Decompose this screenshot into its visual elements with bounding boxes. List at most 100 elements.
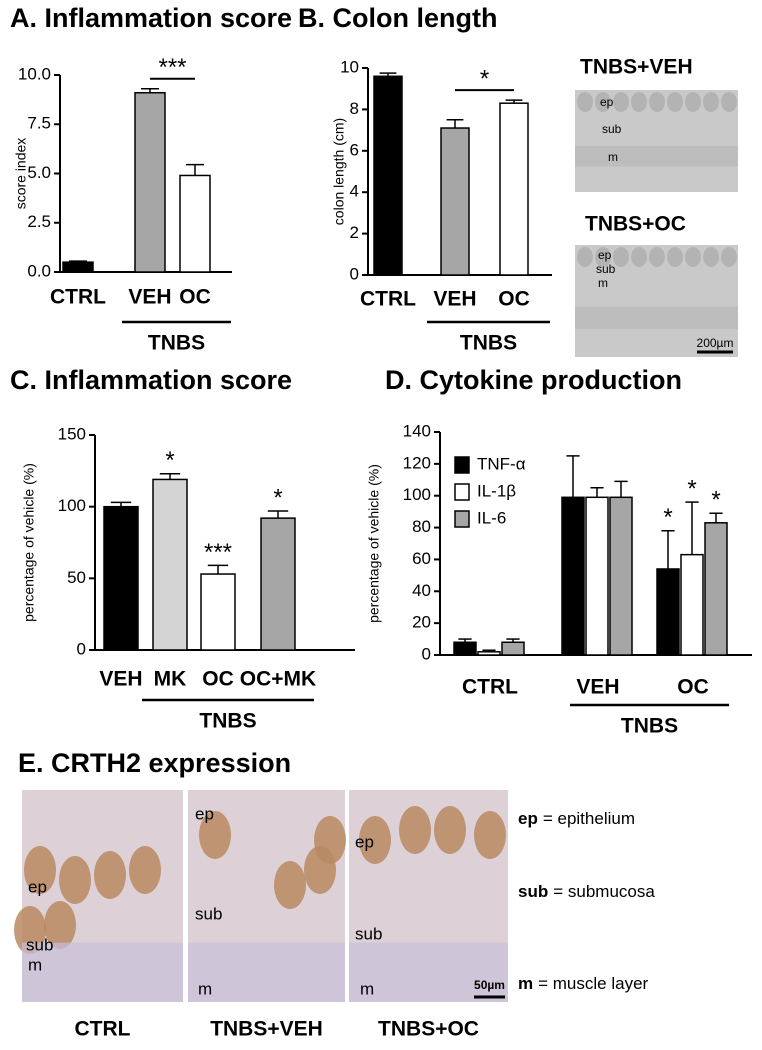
micrograph-label: TNBS+OC: [585, 213, 686, 236]
y-tick-label: 2.5: [27, 212, 51, 231]
tissue-label: m: [608, 150, 618, 164]
y-tick-label: 150: [58, 424, 86, 443]
tissue-label: m: [198, 979, 212, 998]
significance-mark: ***: [158, 54, 186, 81]
panel-title: D. Cytokine production: [385, 365, 682, 395]
tissue-label: m: [598, 276, 608, 290]
legend-abbr: sub: [518, 882, 548, 901]
error-bar: [69, 260, 87, 263]
x-tick-label: OC: [179, 286, 211, 309]
tissue-texture: [613, 247, 629, 267]
y-tick-label: 0: [422, 644, 431, 663]
group-label: TNBS: [621, 715, 678, 738]
tissue-label: sub: [195, 904, 222, 923]
x-tick-label: CTRL: [462, 676, 518, 699]
y-tick-label: 100: [58, 496, 86, 515]
tissue-texture: [577, 247, 593, 267]
legend-label: IL-6: [477, 508, 506, 527]
bar: [200, 573, 236, 651]
y-tick-label: 140: [403, 421, 431, 440]
y-tick-label: 5.0: [27, 163, 51, 182]
legend-text: = epithelium: [543, 809, 635, 828]
gland: [434, 806, 466, 854]
y-tick-label: 0.0: [27, 261, 51, 280]
y-tick-label: 100: [403, 485, 431, 504]
error-bar: [446, 119, 464, 129]
legend-abbr: m: [518, 974, 533, 993]
tissue-texture: [685, 92, 701, 112]
y-axis-label: score index: [13, 138, 29, 210]
bar: [260, 517, 296, 651]
x-tick-label: VEH: [576, 676, 619, 699]
error-bar: [685, 501, 699, 555]
tissue-band: [575, 146, 738, 167]
error-bar: [566, 455, 580, 498]
x-tick-label: CTRL: [50, 286, 106, 309]
tissue-label: ep: [600, 95, 614, 109]
panel-title: B. Colon length: [298, 3, 497, 33]
bar: [152, 478, 188, 651]
tissue-band: [349, 942, 508, 1002]
bar: [499, 102, 529, 276]
significance-mark: *: [687, 475, 696, 502]
gland: [14, 906, 46, 954]
bar: [440, 127, 470, 276]
x-tick-label: OC+MK: [240, 668, 316, 691]
error-bar: [207, 564, 229, 575]
error-bar: [590, 487, 604, 498]
error-bar: [110, 501, 132, 507]
tissue-label: m: [360, 979, 374, 998]
legend-swatch: [454, 510, 470, 528]
bar: [103, 505, 139, 651]
panel-title: E. CRTH2 expression: [18, 748, 291, 778]
bar: [704, 522, 728, 656]
gland: [359, 816, 391, 864]
legend-entry: sub = submucosa: [518, 882, 655, 901]
tissue-texture: [649, 92, 665, 112]
tissue-texture: [631, 92, 647, 112]
error-bar: [709, 512, 723, 523]
y-tick-label: 20: [412, 613, 431, 632]
legend-text: = muscle layer: [538, 974, 648, 993]
legend-label: IL-1β: [477, 481, 516, 500]
y-axis-label: percentage of vehicle (%): [21, 463, 37, 622]
tissue-texture: [667, 92, 683, 112]
significance-mark: *: [480, 65, 489, 92]
y-tick-label: 0: [350, 264, 359, 283]
gland: [474, 811, 506, 859]
scale-bar-label: 50µm: [474, 978, 505, 992]
bar: [501, 641, 525, 656]
error-bar: [506, 638, 520, 643]
gland: [399, 806, 431, 854]
image-caption: TNBS+OC: [378, 1018, 479, 1041]
tissue-band: [188, 942, 345, 1002]
gland: [129, 846, 161, 894]
bar: [680, 553, 704, 656]
bar: [134, 91, 166, 273]
scale-bar-label: 200µm: [697, 336, 734, 350]
bar: [656, 568, 680, 656]
x-tick-label: VEH: [433, 288, 476, 311]
error-bar: [141, 88, 159, 93]
y-tick-label: 50: [67, 568, 86, 587]
tissue-texture: [577, 92, 593, 112]
panel-title: C. Inflammation score: [10, 365, 292, 395]
tissue-texture: [595, 247, 611, 267]
legend-swatch: [454, 483, 470, 501]
error-bar: [159, 472, 181, 480]
error-bar: [661, 530, 675, 569]
tissue-texture: [703, 247, 719, 267]
tissue-texture: [703, 92, 719, 112]
legend-entry: m = muscle layer: [518, 974, 649, 993]
gland: [304, 846, 336, 894]
y-tick-label: 0: [77, 639, 86, 658]
tissue-band: [22, 942, 183, 1002]
tissue-band: [575, 306, 738, 329]
tissue-label: sub: [355, 924, 382, 943]
tissue-label: ep: [598, 248, 612, 262]
y-tick-label: 2: [350, 223, 359, 242]
tissue-label: m: [28, 955, 42, 974]
bar: [585, 496, 609, 656]
y-tick-label: 7.5: [27, 114, 51, 133]
